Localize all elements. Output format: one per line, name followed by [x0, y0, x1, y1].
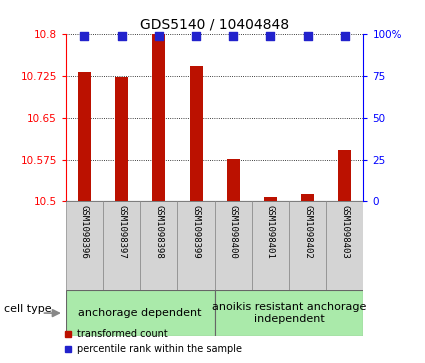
Bar [301, 194, 314, 201]
Text: anoikis resistant anchorage
independent: anoikis resistant anchorage independent [212, 302, 366, 324]
Bar [78, 72, 91, 201]
Point [81, 33, 88, 39]
Title: GDS5140 / 10404848: GDS5140 / 10404848 [140, 18, 289, 32]
Bar [326, 201, 363, 290]
Text: GSM1098399: GSM1098399 [192, 205, 201, 259]
Text: GSM1098397: GSM1098397 [117, 205, 126, 259]
Bar [264, 197, 277, 201]
Bar [66, 201, 103, 290]
Text: GSM1098396: GSM1098396 [80, 205, 89, 259]
Text: GSM1098403: GSM1098403 [340, 205, 349, 259]
Bar [103, 201, 140, 290]
Text: GSM1098401: GSM1098401 [266, 205, 275, 259]
Text: GSM1098400: GSM1098400 [229, 205, 238, 259]
Bar [227, 159, 240, 201]
Point [193, 33, 199, 39]
Bar [215, 201, 252, 290]
Point [267, 33, 274, 39]
Bar [289, 201, 326, 290]
Point [230, 33, 237, 39]
Point [118, 33, 125, 39]
Text: GSM1098402: GSM1098402 [303, 205, 312, 259]
Bar [66, 290, 215, 336]
Bar [178, 201, 215, 290]
Point [156, 33, 162, 39]
Bar [215, 290, 363, 336]
Point [304, 33, 311, 39]
Bar [190, 66, 203, 201]
Bar [338, 150, 351, 201]
Bar [252, 201, 289, 290]
Bar [152, 34, 165, 201]
Text: GSM1098398: GSM1098398 [154, 205, 163, 259]
Point [341, 33, 348, 39]
Text: cell type: cell type [4, 305, 52, 314]
Legend: transformed count, percentile rank within the sample: transformed count, percentile rank withi… [60, 326, 246, 358]
Text: anchorage dependent: anchorage dependent [79, 308, 202, 318]
Bar [140, 201, 178, 290]
Bar [115, 77, 128, 201]
